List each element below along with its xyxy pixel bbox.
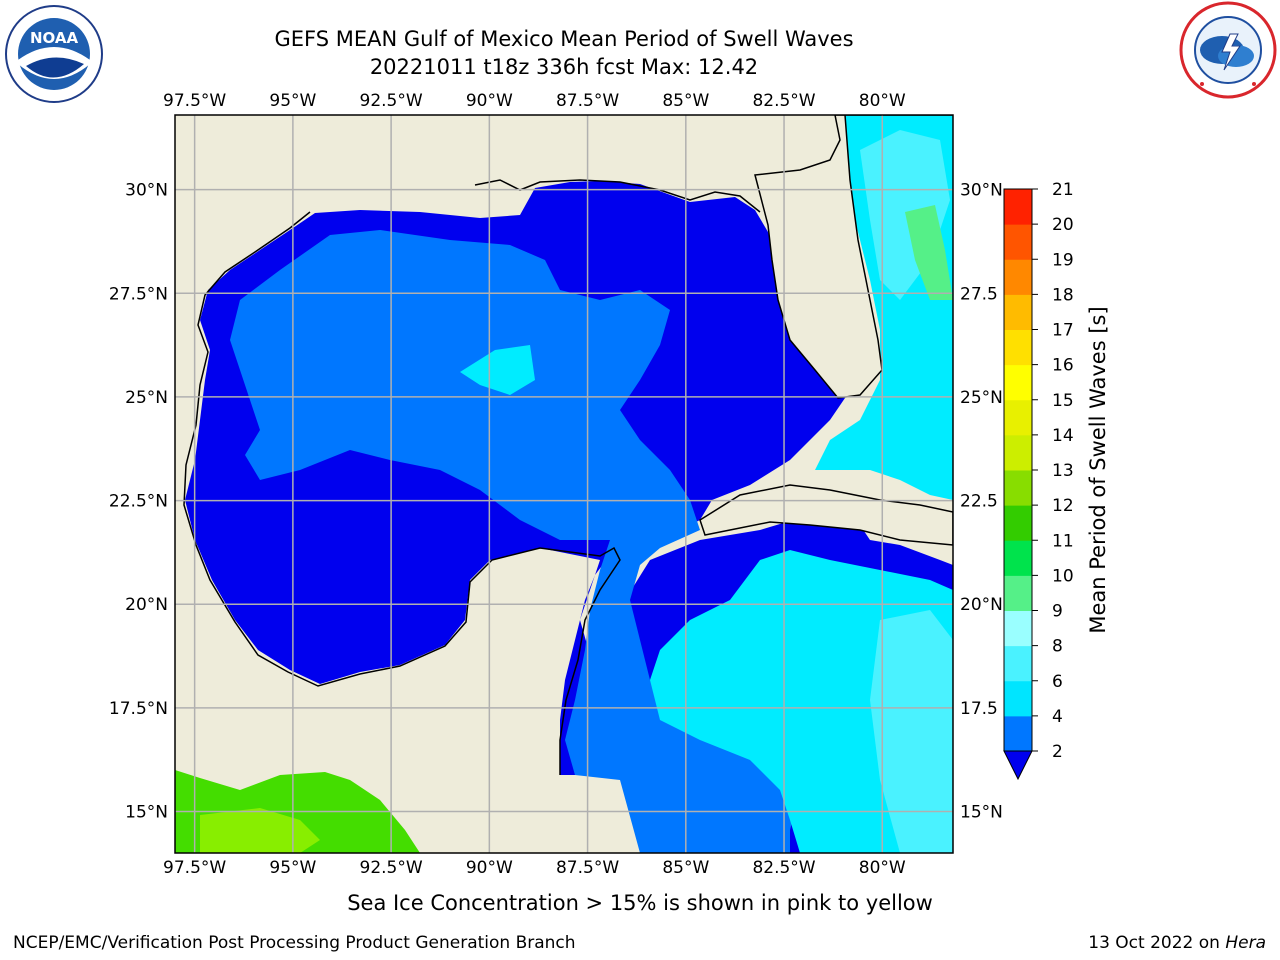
- florida-land: [754, 115, 953, 399]
- lon-label: 80°W: [859, 91, 906, 111]
- noaa-logo-text: NOAA: [30, 29, 79, 47]
- chart-subtitle: 20221011 t18z 336h fcst Max: 12.42: [369, 55, 759, 79]
- colorbar-tick-label: 20: [1052, 215, 1074, 235]
- colorbar-tick-label: 16: [1052, 356, 1074, 376]
- colorbar-segment: [1004, 540, 1032, 576]
- lat-label: 20°N: [960, 595, 1003, 615]
- lon-label: 95°W: [269, 91, 316, 111]
- colorbar-tick-label: 9: [1052, 602, 1063, 622]
- colorbar-tick-label: 13: [1052, 461, 1074, 481]
- colorbar-segment: [1004, 399, 1032, 436]
- lat-label: 30°N: [125, 181, 168, 201]
- colorbar-segment: [1004, 610, 1032, 647]
- lat-label: 22.5°N: [109, 492, 168, 512]
- colorbar-segment: [1004, 224, 1032, 260]
- colorbar-segment: [1004, 364, 1032, 401]
- lon-label: 95°W: [269, 858, 316, 878]
- lon-label: 90°W: [466, 91, 513, 111]
- colorbar-segment: [1004, 294, 1032, 330]
- colorbar-tick-label: 17: [1052, 321, 1074, 341]
- lon-label: 97.5°W: [163, 858, 226, 878]
- ice-note: Sea Ice Concentration > 15% is shown in …: [347, 891, 933, 915]
- water-6-8s-south: [870, 610, 953, 853]
- lat-labels-left: 30°N 27.5°N 25°N 22.5°N 20°N 17.5°N 15°N: [109, 181, 168, 823]
- graticule: [175, 115, 953, 853]
- lat-label: 17.5: [960, 699, 998, 719]
- lon-label: 92.5°W: [360, 858, 423, 878]
- colorbar-tick-label: 19: [1052, 250, 1074, 270]
- lat-label: 30°N: [960, 181, 1003, 201]
- lon-label: 87.5°W: [556, 91, 619, 111]
- colorbar-segment: [1004, 329, 1032, 366]
- colorbar-tick-label: 14: [1052, 426, 1074, 446]
- colorbar-label: Mean Period of Swell Waves [s]: [1086, 306, 1110, 633]
- water-9-10s: [905, 205, 953, 300]
- colorbar-under-arrow: [1003, 750, 1033, 781]
- lat-label: 22.5: [960, 492, 998, 512]
- colorbar-tick-label: 21: [1052, 180, 1074, 200]
- lon-label: 85°W: [662, 91, 709, 111]
- timestamp: 13 Oct 2022 on Hera: [1088, 933, 1266, 953]
- lat-label: 25°N: [125, 388, 168, 408]
- gulf-coastline: [183, 211, 621, 775]
- colorbar-tick-label: 6: [1052, 672, 1063, 692]
- lon-labels-top: 97.5°W 95°W 92.5°W 90°W 87.5°W 85°W 82.5°W 80°W: [163, 91, 906, 111]
- colorbar-segment: [1004, 575, 1032, 611]
- colorbar-tick-label: 12: [1052, 496, 1074, 516]
- lon-labels-bottom: 97.5°W 95°W 92.5°W 90°W 87.5°W 85°W 82.5°W 80°W: [163, 858, 906, 878]
- lon-label: 87.5°W: [556, 858, 619, 878]
- date-text: 13 Oct 2022 on: [1088, 933, 1220, 953]
- colorbar-segment: [1004, 259, 1032, 295]
- colorbar-segment: [1004, 505, 1032, 541]
- lat-label: 27.5: [960, 284, 998, 304]
- lat-label: 17.5°N: [109, 699, 168, 719]
- lon-label: 85°W: [662, 858, 709, 878]
- colorbar-segment: [1004, 645, 1032, 682]
- lat-label: 20°N: [125, 595, 168, 615]
- map-frame: [174, 114, 954, 854]
- lat-label: 15°N: [960, 803, 1003, 823]
- lon-label: 82.5°W: [752, 858, 815, 878]
- colorbar-tick-label: 2: [1052, 742, 1063, 762]
- colorbar-tick-label: 10: [1052, 566, 1074, 586]
- lon-label: 90°W: [466, 858, 513, 878]
- chart-title: GEFS MEAN Gulf of Mexico Mean Period of …: [274, 27, 854, 51]
- water-4-6s-caribbean: [650, 550, 953, 853]
- lon-label: 92.5°W: [360, 91, 423, 111]
- colorbar-segment: [1004, 189, 1032, 225]
- credit-text: NCEP/EMC/Verification Post Processing Pr…: [13, 933, 576, 953]
- lon-label: 80°W: [859, 858, 906, 878]
- host-text: Hera: [1225, 933, 1266, 953]
- map-area: [175, 115, 953, 853]
- colorbar-tick-label: 18: [1052, 285, 1074, 305]
- lat-label: 25°N: [960, 388, 1003, 408]
- lat-labels-right: 30°N 27.5 25°N 22.5 20°N 17.5 15°N: [960, 181, 1003, 823]
- lon-label: 82.5°W: [752, 91, 815, 111]
- lon-label: 97.5°W: [163, 91, 226, 111]
- lat-label: 27.5°N: [109, 284, 168, 304]
- colorbar-tick-label: 15: [1052, 391, 1074, 411]
- colorbar-tick-label: 4: [1052, 707, 1063, 727]
- pacific-water-12s: [200, 808, 320, 853]
- colorbar: 2 4 6 8 9 10 11 12 13 14 15 16 17 18 19 20 21: [1003, 180, 1074, 781]
- nws-logo: [1179, 1, 1277, 99]
- water-4-6s-patch: [460, 345, 535, 395]
- northern-coastline: [474, 179, 761, 213]
- colorbar-tick-label: 11: [1052, 531, 1074, 551]
- noaa-logo: NOAA: [5, 5, 103, 103]
- colorbar-segment: [1004, 680, 1032, 717]
- colorbar-segment: [1004, 434, 1032, 471]
- colorbar-segment: [1004, 715, 1032, 752]
- colorbar-tick-label: 8: [1052, 637, 1063, 657]
- lat-label: 15°N: [125, 803, 168, 823]
- colorbar-segment: [1004, 470, 1032, 506]
